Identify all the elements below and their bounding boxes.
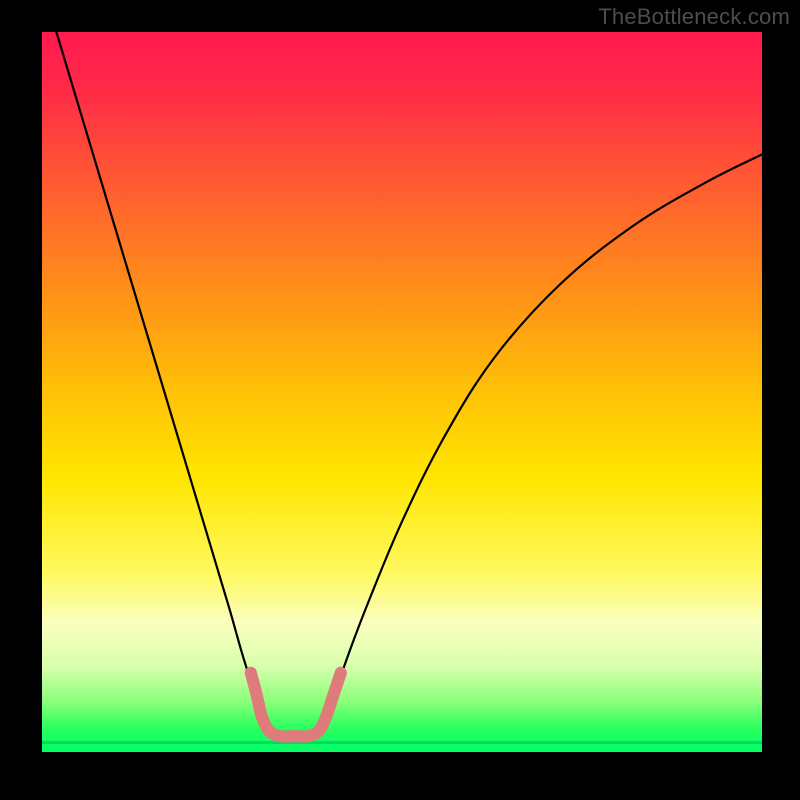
watermark-text: TheBottleneck.com xyxy=(598,4,790,30)
bottleneck-chart xyxy=(0,0,800,800)
chart-container: TheBottleneck.com xyxy=(0,0,800,800)
